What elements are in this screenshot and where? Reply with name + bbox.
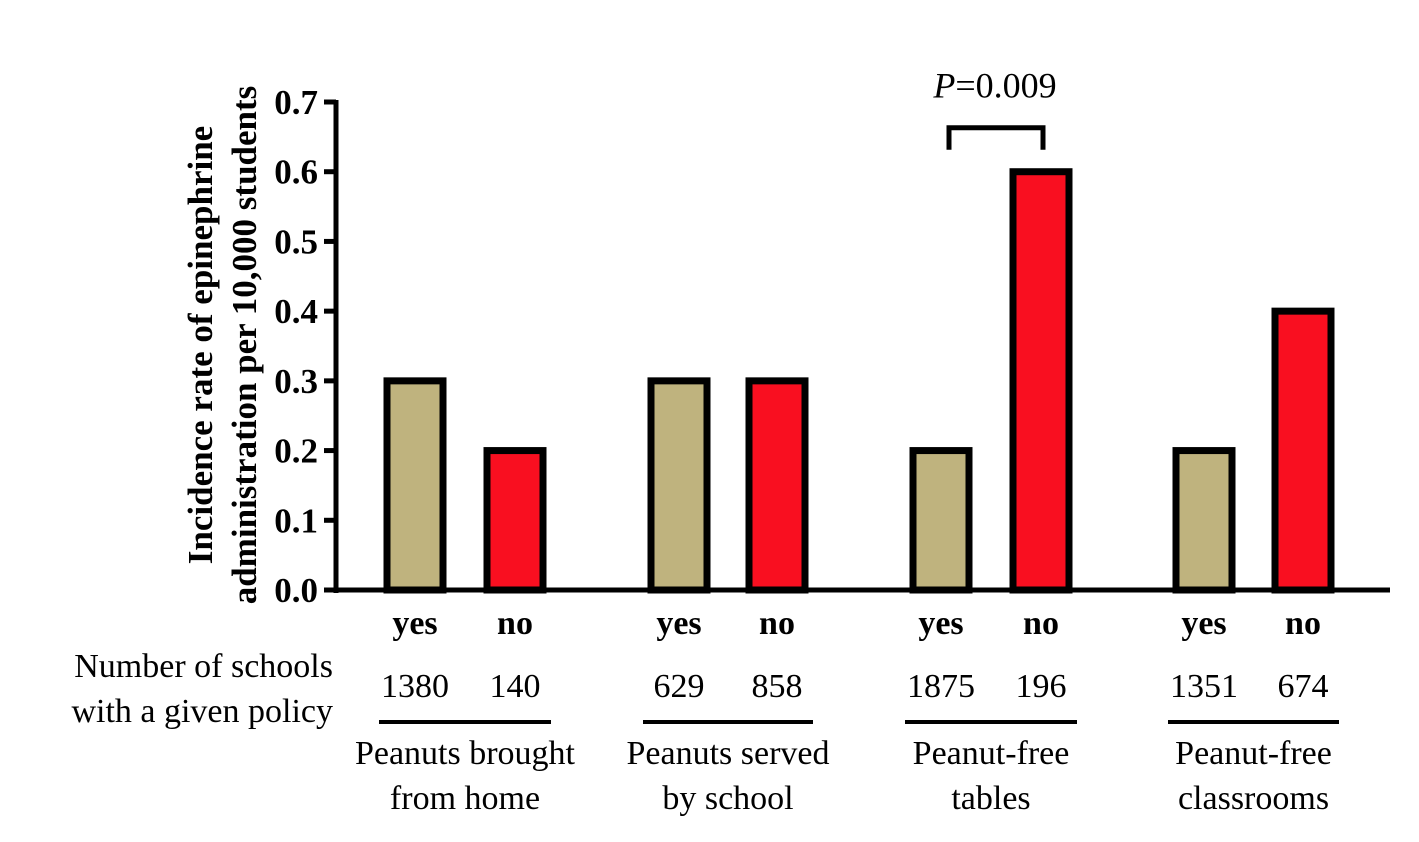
y-tick-label: 0.1 <box>274 501 318 540</box>
count-row-label-line-2: with a given policy <box>71 693 333 730</box>
school-count: 140 <box>490 668 541 705</box>
bar-yes-group-1 <box>383 377 447 594</box>
significance-bracket <box>946 125 1046 150</box>
y-tick-label: 0.0 <box>274 571 318 610</box>
bar-no-group-2 <box>745 377 809 594</box>
school-count: 629 <box>654 668 705 705</box>
p-value-annotation: P=0.009 <box>932 66 1056 106</box>
group-label-line-2: classrooms <box>1178 780 1329 817</box>
bar-no-group-4 <box>1271 307 1335 594</box>
group-label-line-2: from home <box>390 780 540 817</box>
group-label-line-1: Peanuts served <box>626 735 829 772</box>
y-tick-label: 0.3 <box>274 362 318 401</box>
group-label-line-1: Peanuts brought <box>355 735 576 772</box>
p-value: =0.009 <box>955 66 1056 106</box>
p-symbol: P <box>932 66 955 106</box>
school-count: 196 <box>1016 668 1067 705</box>
group-label-line-1: Peanut-free <box>1175 735 1332 772</box>
y-axis-label: Incidence rate of epinephrine administra… <box>181 86 264 605</box>
y-axis-label-line-2: administration per 10,000 students <box>225 86 264 605</box>
series-label-yes: yes <box>1181 605 1226 642</box>
bar-yes-group-4 <box>1172 447 1236 594</box>
y-tick-label: 0.2 <box>274 432 318 471</box>
school-count: 1351 <box>1170 668 1238 705</box>
school-count: 1380 <box>381 668 449 705</box>
group-label-line-2: by school <box>662 780 793 817</box>
y-tick-label: 0.6 <box>274 153 318 192</box>
series-label-no: no <box>1285 605 1321 642</box>
school-count: 1875 <box>907 668 975 705</box>
series-label-yes: yes <box>918 605 963 642</box>
series-label-no: no <box>1023 605 1059 642</box>
series-label-no: no <box>759 605 795 642</box>
series-label-yes: yes <box>392 605 437 642</box>
bar-yes-group-3 <box>909 447 973 594</box>
series-label-no: no <box>497 605 533 642</box>
school-count: 858 <box>752 668 803 705</box>
y-tick-label: 0.5 <box>274 222 318 261</box>
bar-no-group-1 <box>483 447 547 594</box>
series-label-yes: yes <box>656 605 701 642</box>
school-count: 674 <box>1278 668 1329 705</box>
group-label-line-1: Peanut-free <box>913 735 1070 772</box>
bar-yes-group-2 <box>647 377 711 594</box>
y-tick-label: 0.7 <box>274 83 318 122</box>
y-axis-label-line-1: Incidence rate of epinephrine <box>181 126 220 564</box>
bar-no-group-3 <box>1009 168 1073 594</box>
y-tick-label: 0.4 <box>274 292 318 331</box>
count-row-label-line-1: Number of schools <box>74 648 333 685</box>
group-label-line-2: tables <box>951 780 1030 817</box>
